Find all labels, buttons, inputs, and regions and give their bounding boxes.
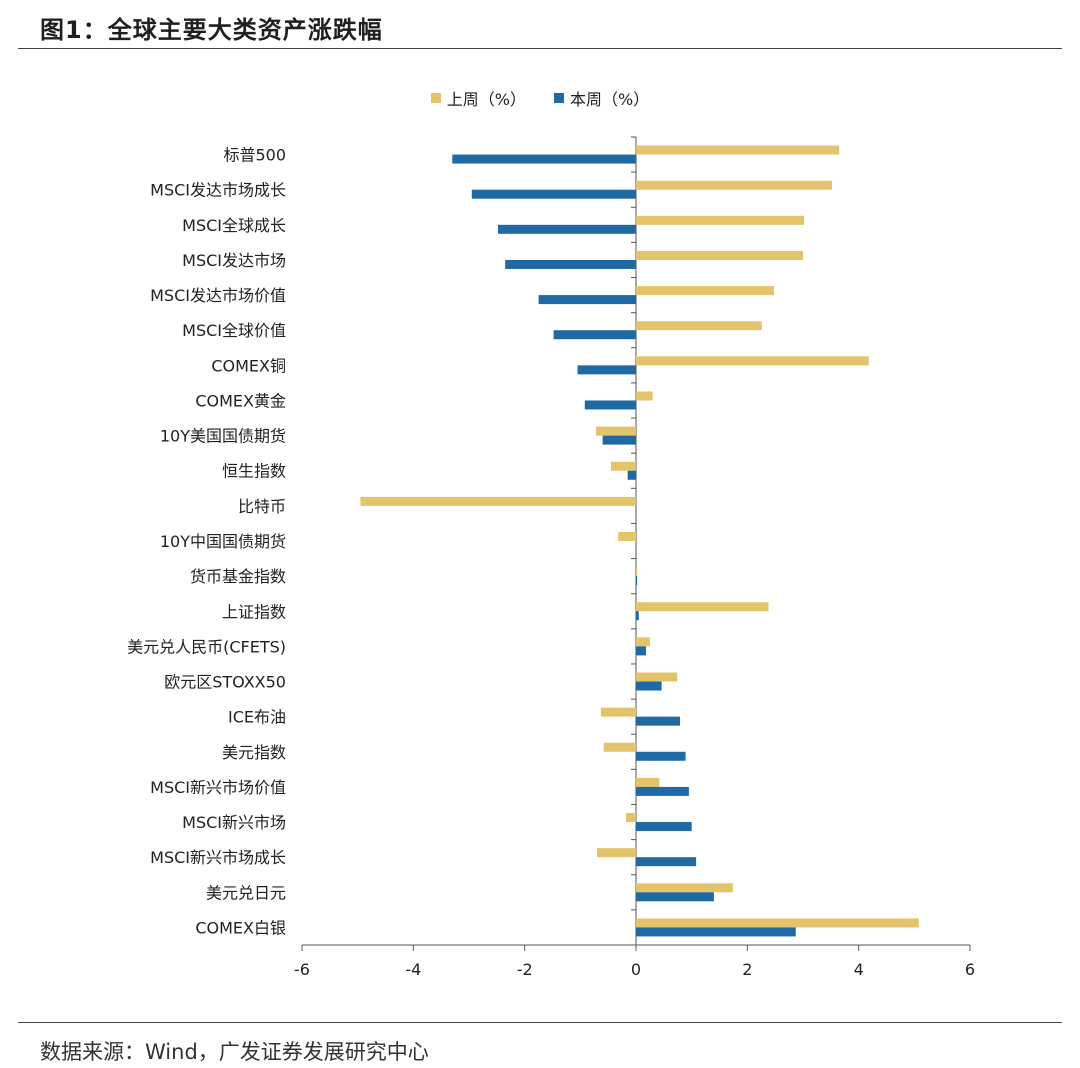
category-label-11: 10Y中国国债期货 (160, 532, 286, 551)
source-note: 数据来源：Wind，广发证券发展研究中心 (40, 1040, 429, 1064)
bar-this-week-9 (627, 470, 636, 480)
bar-last-week-11 (618, 532, 636, 541)
bar-this-week-8 (602, 435, 636, 445)
bar-last-week-14 (636, 637, 650, 647)
category-label-4: MSCI发达市场价值 (150, 286, 286, 305)
bar-this-week-16 (636, 716, 680, 726)
bar-this-week-22 (636, 927, 796, 937)
category-label-19: MSCI新兴市场 (182, 813, 286, 832)
bar-this-week-5 (553, 330, 636, 340)
x-tick-label-2: -2 (517, 960, 533, 979)
bar-last-week-7 (636, 391, 653, 401)
bar-last-week-17 (603, 742, 636, 752)
category-label-22: COMEX白银 (195, 918, 286, 937)
category-label-8: 10Y美国国债期货 (160, 427, 286, 446)
bar-this-week-2 (497, 224, 636, 234)
category-label-18: MSCI新兴市场价值 (150, 778, 286, 797)
category-label-9: 恒生指数 (222, 462, 286, 481)
bar-last-week-0 (636, 145, 840, 155)
legend-label-last-week: 上周（%） (446, 90, 526, 109)
bar-this-week-4 (538, 295, 636, 305)
legend: 上周（%） 本周（%） (0, 86, 1080, 110)
x-tick-label-4: 2 (742, 960, 752, 979)
bar-last-week-3 (636, 250, 803, 260)
legend-swatch-last-week (430, 93, 441, 103)
bar-last-week-12 (636, 567, 638, 577)
x-tick-label-3: 0 (631, 960, 641, 979)
category-label-5: MSCI全球价值 (182, 321, 286, 340)
category-label-15: 欧元区STOXX50 (164, 673, 286, 692)
bar-this-week-19 (636, 822, 692, 832)
bar-last-week-8 (595, 426, 636, 436)
bar-last-week-6 (636, 356, 869, 366)
bar-this-week-18 (636, 786, 689, 796)
bar-last-week-19 (625, 813, 636, 823)
bar-last-week-4 (636, 286, 775, 296)
bar-this-week-3 (505, 259, 636, 269)
category-label-2: MSCI全球成长 (182, 216, 286, 235)
legend-item-last-week: 上周（%） (430, 86, 526, 110)
category-label-20: MSCI新兴市场成长 (150, 848, 286, 867)
bar-last-week-22 (636, 918, 919, 928)
bar-last-week-13 (636, 602, 769, 612)
bar-this-week-6 (577, 365, 636, 375)
category-label-21: 美元兑日元 (206, 883, 286, 902)
category-label-10: 比特币 (238, 497, 286, 516)
bottom-divider (18, 1022, 1062, 1023)
legend-label-this-week: 本周（%） (570, 90, 650, 109)
bar-last-week-21 (636, 883, 733, 893)
bar-last-week-9 (610, 461, 636, 471)
category-label-0: 标普500 (223, 146, 286, 165)
bar-this-week-21 (636, 892, 714, 902)
x-tick-label-6: 6 (965, 960, 975, 979)
bar-last-week-2 (636, 215, 805, 225)
bar-last-week-5 (636, 321, 762, 331)
legend-item-this-week: 本周（%） (554, 86, 649, 110)
x-tick-label-0: -6 (294, 960, 310, 979)
bar-this-week-14 (636, 646, 647, 656)
bar-this-week-0 (452, 154, 636, 164)
category-label-3: MSCI发达市场 (182, 251, 286, 270)
bar-last-week-1 (636, 180, 832, 190)
category-label-16: ICE布油 (228, 708, 286, 727)
category-label-17: 美元指数 (222, 743, 286, 762)
bar-last-week-10 (360, 496, 636, 506)
chart-title: 图1：全球主要大类资产涨跌幅 (40, 16, 383, 44)
bar-this-week-13 (636, 611, 639, 621)
bar-this-week-15 (636, 681, 662, 691)
bar-last-week-20 (597, 848, 636, 858)
x-tick-label-1: -4 (405, 960, 421, 979)
bar-this-week-20 (636, 857, 697, 867)
category-label-6: COMEX铜 (211, 356, 286, 375)
bar-this-week-1 (471, 189, 636, 199)
category-label-12: 货币基金指数 (190, 567, 286, 586)
legend-swatch-this-week (554, 93, 564, 103)
category-label-7: COMEX黄金 (195, 391, 286, 410)
bar-this-week-7 (584, 400, 636, 410)
top-divider (18, 48, 1062, 49)
bar-this-week-17 (636, 751, 686, 761)
category-label-14: 美元兑人民币(CFETS) (127, 637, 286, 656)
category-label-13: 上证指数 (222, 602, 286, 621)
bar-last-week-18 (636, 777, 660, 787)
bar-last-week-15 (636, 672, 678, 682)
bar-this-week-12 (636, 576, 638, 586)
category-label-1: MSCI发达市场成长 (150, 181, 286, 200)
bar-last-week-16 (600, 707, 636, 717)
x-tick-label-5: 4 (854, 960, 864, 979)
